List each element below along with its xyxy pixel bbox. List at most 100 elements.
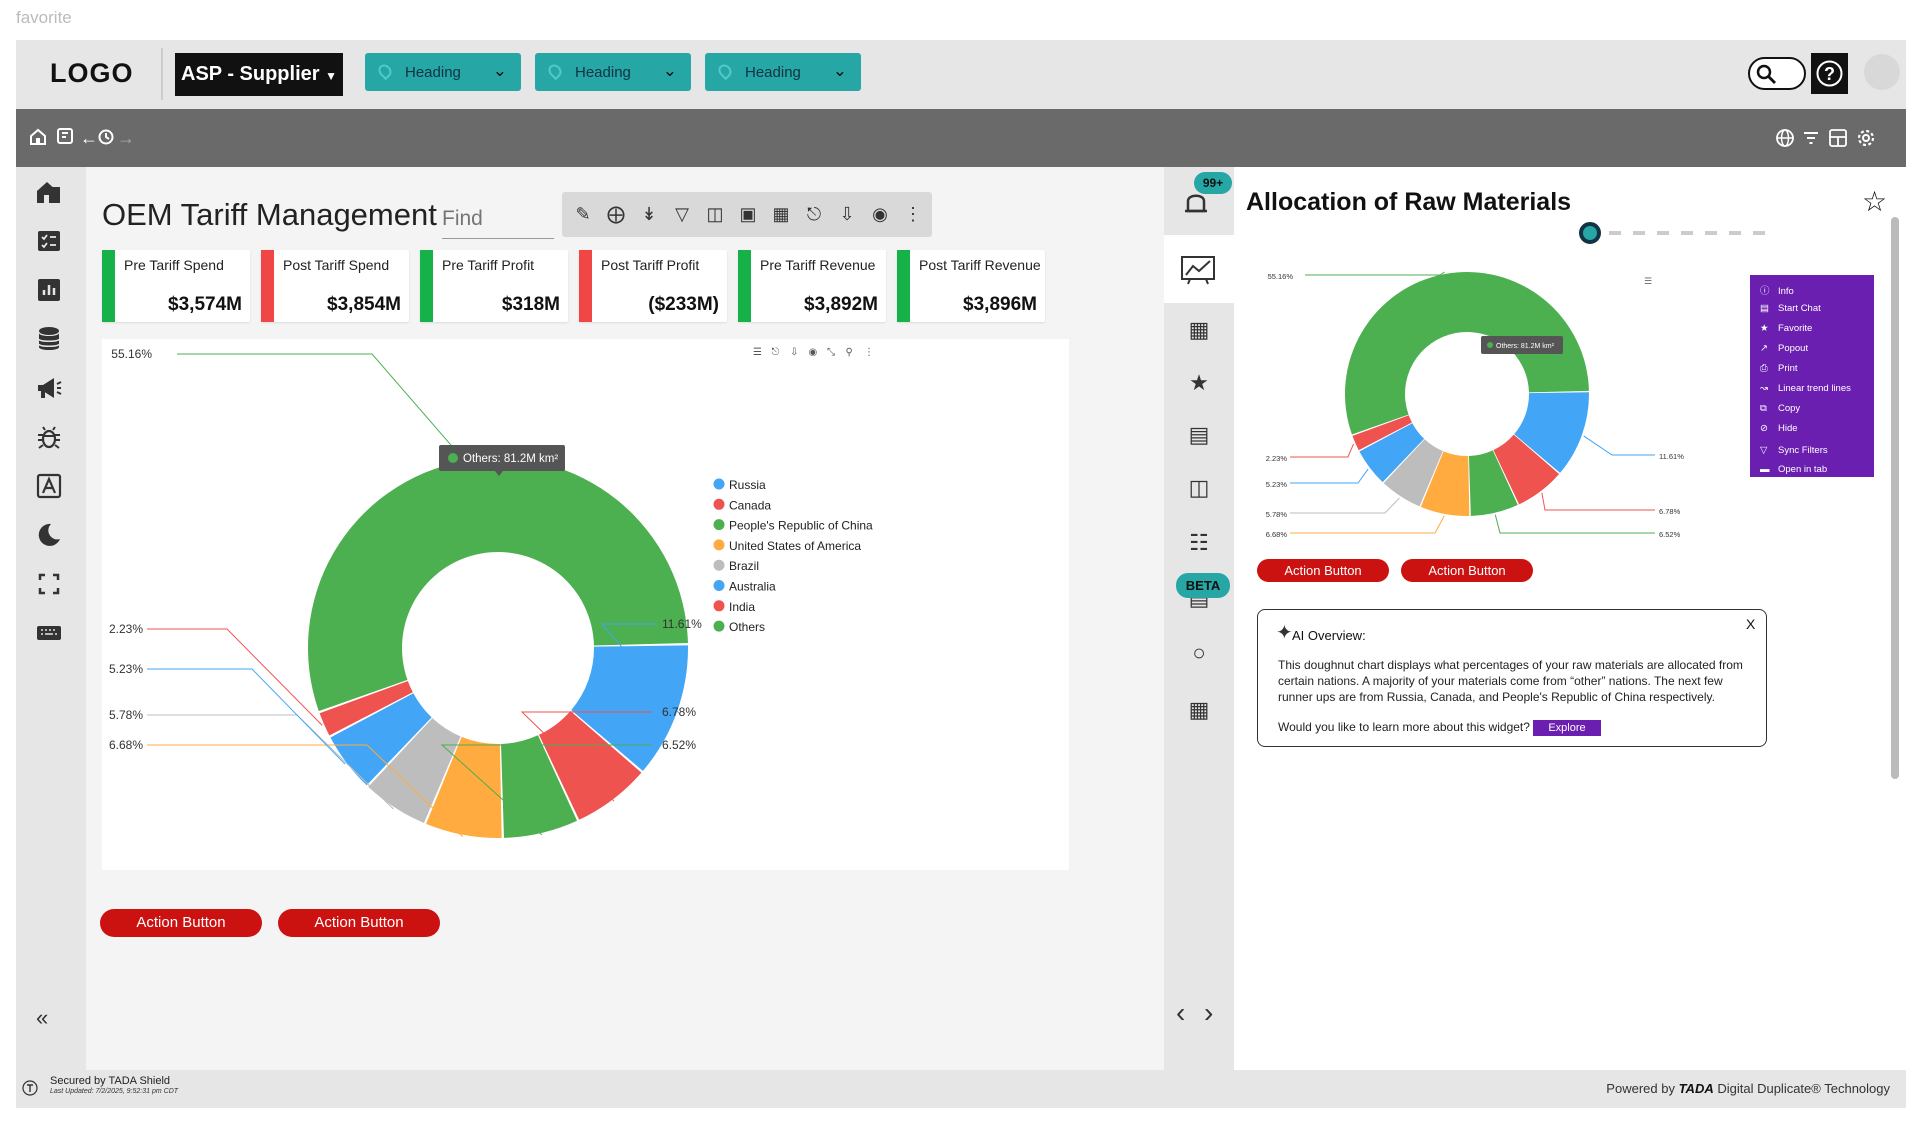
mini-doughnut-chart[interactable]: 55.16% 11.61% 6.78% 6.52% 6.68% 5.78% 5.23% 2.2… xyxy=(1260,260,1866,546)
carousel-active-dot[interactable] xyxy=(1579,222,1601,244)
chevron-left-icon[interactable]: ‹ xyxy=(1176,997,1186,1028)
doughnut-chart[interactable]: 55.16% 11.61% 6.78% 6.52% 6.68% 5.78% 5.23% 2.2… xyxy=(102,339,1069,870)
calculator-icon[interactable]: ◫ xyxy=(1188,475,1210,500)
menu-item-print[interactable]: ⎙ Print xyxy=(1760,363,1798,374)
analytics-icon[interactable] xyxy=(34,275,64,305)
filter-icon: ▽ xyxy=(1760,445,1768,456)
kpi-card[interactable]: Post Tariff Profit ($233M) xyxy=(579,250,727,322)
checklist-icon[interactable] xyxy=(34,226,64,256)
kpi-card[interactable]: Pre Tariff Revenue $3,892M xyxy=(738,250,886,322)
legend-marker xyxy=(713,539,725,551)
globe-icon[interactable] xyxy=(1775,128,1795,148)
more-icon[interactable]: ⋮ xyxy=(904,204,922,224)
chevron-right-icon[interactable]: › xyxy=(1204,997,1214,1028)
drill-down-icon[interactable]: ↡ xyxy=(641,204,657,224)
calendar-icon[interactable]: ▦ xyxy=(1188,697,1210,722)
slice-people-s-republic-of-china xyxy=(1468,450,1518,516)
brand-logo: TADA xyxy=(1678,1081,1714,1096)
bug-icon[interactable] xyxy=(34,422,64,452)
filter-icon[interactable]: ▽ xyxy=(675,204,689,224)
keyboard-icon[interactable] xyxy=(34,618,64,648)
workflow-icon[interactable]: ☷ xyxy=(1189,530,1209,555)
menu-item-linear-trend-lines[interactable]: ↝ Linear trend lines xyxy=(1760,383,1851,394)
action-button[interactable]: Action Button xyxy=(1401,559,1533,582)
idea-icon[interactable]: ◉ xyxy=(872,204,888,224)
notification-bell-icon[interactable] xyxy=(1180,181,1220,221)
export-icon[interactable]: ⇩ xyxy=(839,204,855,224)
heading-dropdown-1[interactable]: Heading ⌄ xyxy=(365,53,521,91)
slice-united-states-of-america xyxy=(426,736,502,838)
slice-canada xyxy=(319,680,413,736)
menu-item-favorite[interactable]: ★ Favorite xyxy=(1760,323,1812,334)
slice-others xyxy=(1345,271,1589,435)
presentation-icon[interactable]: ▣ xyxy=(739,204,757,224)
favorite-star-icon[interactable]: ☆ xyxy=(1862,186,1888,217)
tooltip-text: Others: 81.2M km² xyxy=(1496,343,1555,350)
star-icon[interactable]: ★ xyxy=(1189,370,1209,395)
megaphone-icon[interactable] xyxy=(34,373,64,403)
layout-icon[interactable] xyxy=(1828,128,1848,148)
carousel-dots[interactable] xyxy=(1609,231,1769,237)
text-box-icon[interactable] xyxy=(34,471,64,501)
legend-label: India xyxy=(729,600,755,614)
collapse-icon[interactable]: « xyxy=(36,1005,49,1030)
apps-grid-icon[interactable]: ▦ xyxy=(1188,317,1210,342)
powered-by-suffix: Digital Duplicate® Technology xyxy=(1717,1081,1890,1096)
close-button[interactable]: X xyxy=(1746,616,1756,632)
avatar[interactable] xyxy=(1864,54,1900,90)
menu-item-info[interactable]: ⓘ Info xyxy=(1760,283,1794,297)
id-card-icon[interactable]: ▤ xyxy=(1188,422,1210,447)
fullscreen-icon[interactable] xyxy=(34,569,64,599)
menu-item-copy[interactable]: ⧉ Copy xyxy=(1760,403,1800,414)
dark-mode-icon[interactable] xyxy=(34,520,64,550)
trend-chart-icon[interactable] xyxy=(1180,255,1216,285)
legend-marker xyxy=(713,620,725,632)
edit-icon[interactable]: ✎ xyxy=(575,204,591,224)
back-icon[interactable]: ← xyxy=(80,128,98,148)
search-button[interactable] xyxy=(1748,57,1806,90)
menu-item-open-in-tab[interactable]: ▬ Open in tab xyxy=(1760,464,1827,475)
history-icon[interactable] xyxy=(97,128,115,146)
kpi-label: Post Tariff Profit xyxy=(601,257,700,273)
settings-icon[interactable] xyxy=(1856,128,1876,148)
bookmarks-icon[interactable] xyxy=(56,127,74,145)
star-icon: ★ xyxy=(1760,323,1769,334)
dashboard-home-icon[interactable] xyxy=(34,177,64,207)
heading-dropdown-3[interactable]: Heading ⌄ xyxy=(705,53,861,91)
action-button[interactable]: Action Button xyxy=(1257,559,1389,582)
compare-icon[interactable]: ◫ xyxy=(706,204,724,224)
menu-item-label: Print xyxy=(1778,363,1798,374)
kpi-card[interactable]: Post Tariff Spend $3,854M xyxy=(261,250,409,322)
menu-item-label: Hide xyxy=(1778,423,1798,434)
menu-item-hide[interactable]: ⊘ Hide xyxy=(1760,423,1798,434)
compass-icon[interactable]: ⨁ xyxy=(607,204,625,224)
menu-item-label: Copy xyxy=(1778,403,1801,414)
layout-grid-icon[interactable]: ▦ xyxy=(772,204,790,224)
kpi-card[interactable]: Post Tariff Revenue $3,896M xyxy=(897,250,1045,322)
leader-line xyxy=(147,628,323,726)
action-button[interactable]: Action Button xyxy=(278,909,440,937)
menu-item-sync-filters[interactable]: ▽ Sync Filters xyxy=(1760,445,1828,456)
powered-by: Powered by TADA Digital Duplicate® Techn… xyxy=(1606,1081,1890,1096)
explore-button[interactable]: Explore xyxy=(1533,720,1601,736)
kpi-label: Post Tariff Revenue xyxy=(919,257,1041,273)
share-icon[interactable]: ⎋ xyxy=(806,204,822,224)
slice-brazil xyxy=(1383,439,1443,507)
home-icon[interactable] xyxy=(28,127,48,147)
leader-line xyxy=(1290,497,1400,514)
menu-item-popout[interactable]: ↗ Popout xyxy=(1760,343,1808,354)
kpi-card[interactable]: Pre Tariff Spend $3,574M xyxy=(102,250,250,322)
filter-lines-icon[interactable] xyxy=(1802,129,1820,147)
database-icon[interactable] xyxy=(34,324,64,354)
heading-dropdown-2[interactable]: Heading ⌄ xyxy=(535,53,691,91)
slice-russia xyxy=(1514,392,1589,473)
help-button[interactable]: ? xyxy=(1811,53,1848,94)
forward-icon[interactable]: → xyxy=(117,128,135,148)
app-selector[interactable]: ASP - Supplier ▼ xyxy=(175,53,343,96)
conversation-icon[interactable]: ○ xyxy=(1192,640,1206,665)
find-input[interactable] xyxy=(442,199,554,239)
scrollbar[interactable] xyxy=(1891,217,1899,779)
action-button[interactable]: Action Button xyxy=(100,909,262,937)
menu-item-start-chat[interactable]: ▤ Start Chat xyxy=(1760,303,1821,314)
kpi-card[interactable]: Pre Tariff Profit $318M xyxy=(420,250,568,322)
